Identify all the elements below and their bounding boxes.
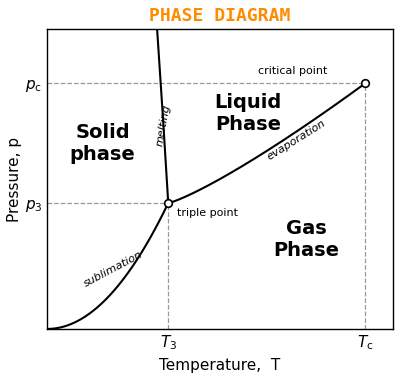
Y-axis label: Pressure, p: Pressure, p [7,136,22,222]
X-axis label: Temperature,  T: Temperature, T [160,358,281,373]
Text: Gas
Phase: Gas Phase [274,218,340,260]
Text: evaporation: evaporation [265,118,327,162]
Text: sublimation: sublimation [82,249,144,289]
Text: Solid
phase: Solid phase [70,123,135,164]
Text: melting: melting [154,103,172,147]
Text: critical point: critical point [258,66,327,76]
Text: Liquid
Phase: Liquid Phase [214,93,282,134]
Title: PHASE DIAGRAM: PHASE DIAGRAM [150,7,291,25]
Text: triple point: triple point [177,207,238,218]
